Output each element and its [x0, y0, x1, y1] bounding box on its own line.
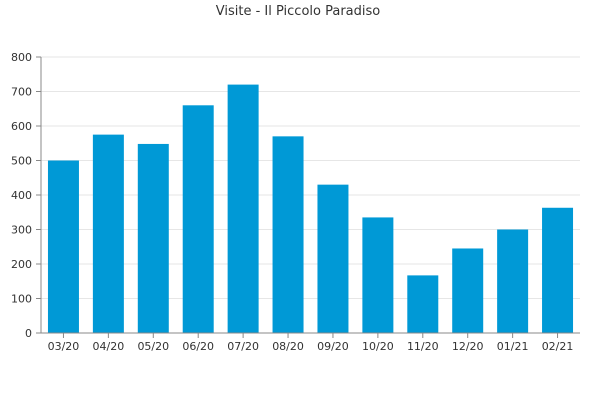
y-axis-ticks: 0 100 200 300 400 500 600 700 800: [11, 51, 41, 340]
bars: [47, 84, 574, 333]
gridlines: [41, 56, 580, 299]
y-tick-label: 300: [11, 224, 32, 237]
bar-01-21: [497, 229, 529, 333]
x-tick-label: 11/20: [407, 340, 439, 353]
x-tick-label: 10/20: [362, 340, 394, 353]
y-tick-label: 500: [11, 155, 32, 168]
x-tick-label: 04/20: [93, 340, 125, 353]
bar-06-20: [182, 105, 214, 333]
bar-10-20: [362, 217, 394, 333]
x-tick-label: 03/20: [48, 340, 80, 353]
x-tick-label: 02/21: [542, 340, 574, 353]
y-tick-label: 400: [11, 189, 32, 202]
bar-02-21: [542, 207, 574, 333]
x-tick-label: 09/20: [317, 340, 349, 353]
x-tick-label: 06/20: [182, 340, 214, 353]
x-tick-label: 08/20: [272, 340, 304, 353]
bar-08-20: [272, 136, 304, 333]
x-tick-label: 07/20: [227, 340, 259, 353]
x-axis-ticks: 03/20 04/20 05/20 06/20 07/20 08/20 09/20 10/20…: [48, 333, 574, 353]
bar-05-20: [137, 143, 169, 333]
y-tick-label: 100: [11, 293, 32, 306]
bar-07-20: [227, 84, 259, 333]
bar-04-20: [92, 134, 124, 333]
bar-09-20: [317, 184, 349, 333]
chart-title: Visite - Il Piccolo Paradiso: [216, 4, 381, 19]
y-tick-label: 800: [11, 51, 32, 64]
y-tick-label: 600: [11, 120, 32, 133]
x-tick-label: 12/20: [452, 340, 484, 353]
bar-12-20: [452, 248, 484, 333]
bar-11-20: [407, 275, 439, 333]
x-tick-label: 05/20: [137, 340, 169, 353]
y-tick-label: 200: [11, 258, 32, 271]
x-tick-label: 01/21: [497, 340, 529, 353]
y-tick-label: 0: [25, 327, 32, 340]
bar-03-20: [47, 160, 79, 333]
y-tick-label: 700: [11, 86, 32, 99]
